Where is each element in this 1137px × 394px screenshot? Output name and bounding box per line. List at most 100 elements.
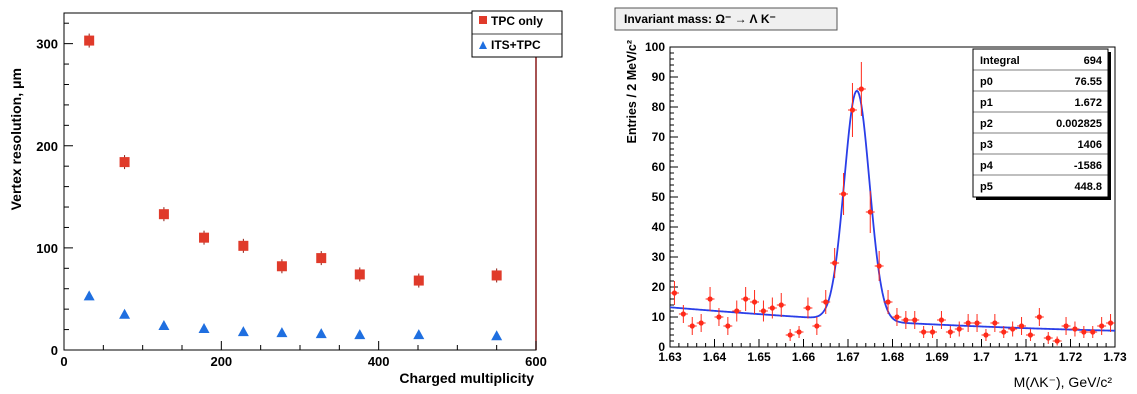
left-x-tick-label: 400	[368, 354, 390, 369]
tpc-only-point	[491, 270, 502, 281]
mass-data-point	[671, 290, 678, 296]
left-x-tick-label: 600	[525, 354, 547, 369]
mass-data-point	[903, 317, 909, 323]
mass-data-point	[760, 308, 767, 314]
mass-data-point	[929, 329, 936, 335]
mass-data-point	[912, 317, 918, 323]
left-x-tick-label: 200	[210, 354, 232, 369]
legend-marker-its-tpc	[479, 41, 487, 49]
mass-data-point	[680, 311, 686, 317]
left-x-axis-label: Charged multiplicity	[399, 370, 534, 386]
right-x-tick-label: 1.73	[1103, 350, 1127, 364]
right-y-tick-label: 0	[658, 340, 665, 354]
mass-data-point	[1018, 323, 1025, 329]
stats-value: 1406	[1078, 139, 1102, 151]
stats-label: p4	[980, 160, 994, 172]
right-x-tick-label: 1.67	[836, 350, 860, 364]
mass-data-point	[974, 320, 980, 326]
mass-data-point	[1045, 335, 1051, 341]
mass-data-point	[1063, 323, 1069, 329]
right-x-tick-label: 1.63	[658, 350, 682, 364]
mass-data-point	[805, 305, 811, 311]
mass-data-point	[1054, 338, 1060, 344]
mass-data-point	[858, 86, 864, 92]
stats-value: 694	[1084, 55, 1103, 67]
right-y-tick-label: 50	[652, 190, 666, 204]
right-y-tick-label: 60	[652, 160, 666, 174]
right-x-tick-label: 1.72	[1059, 350, 1083, 364]
its-tpc-point	[276, 327, 288, 338]
left-y-tick-label: 200	[36, 139, 58, 154]
mass-data-point	[787, 332, 793, 338]
stats-label: p1	[980, 97, 993, 109]
its-tpc-point	[315, 328, 327, 339]
mass-data-point	[894, 314, 900, 320]
tpc-only-point	[413, 275, 424, 286]
mass-data-point	[716, 314, 722, 320]
mass-data-point	[832, 260, 838, 266]
mass-data-point	[734, 308, 740, 314]
right-x-tick-label: 1.71	[1014, 350, 1038, 364]
mass-data-point	[769, 305, 775, 311]
its-tpc-point	[413, 329, 425, 340]
left-x-tick-label: 0	[60, 354, 67, 369]
right-x-tick-label: 1.7	[973, 350, 990, 364]
right-y-axis-label: Entries / 2 MeV/c²	[625, 40, 639, 144]
mass-data-point	[885, 299, 891, 305]
right-x-tick-label: 1.66	[792, 350, 816, 364]
stats-value: 448.8	[1074, 181, 1102, 193]
its-tpc-point	[354, 329, 366, 340]
its-tpc-point	[491, 330, 503, 341]
left-y-tick-label: 100	[36, 241, 58, 256]
right-x-tick-label: 1.64	[703, 350, 727, 364]
mass-data-point	[743, 296, 749, 302]
its-tpc-point	[158, 319, 170, 330]
mass-data-point	[1027, 332, 1034, 338]
mass-data-point	[983, 332, 989, 338]
mass-data-point	[965, 320, 971, 326]
right-x-tick-label: 1.69	[925, 350, 949, 364]
left-y-tick-label: 0	[51, 343, 58, 358]
mass-data-point	[1099, 323, 1105, 329]
mass-data-point	[938, 317, 945, 323]
left-legend: TPC only ITS+TPC	[471, 10, 563, 58]
mass-data-point	[876, 263, 882, 269]
stats-value: -1586	[1074, 160, 1102, 172]
its-tpc-point	[237, 326, 249, 337]
mass-data-point	[689, 323, 695, 329]
gaussian-fit-curve	[669, 89, 1116, 332]
tpc-only-point	[238, 240, 249, 251]
mass-data-point	[1001, 329, 1007, 335]
mass-data-point	[725, 323, 731, 329]
right-x-ticks: 1.63 1.64 1.65 1.66 1.67 1.68 1.69 1.7 1.71 1.72 1…	[658, 339, 1127, 364]
mass-data-point	[840, 191, 847, 197]
fit-stats-box: Integral 694 p0 76.55 p1 1.672 p2 0.002825 p3 140…	[972, 48, 1111, 200]
right-y-ticks: 0 10 20 30 40 50 60 70 80 90 100	[645, 40, 678, 354]
mass-data-point	[1010, 326, 1016, 332]
right-title-box	[614, 7, 838, 31]
stats-label: p0	[980, 76, 993, 88]
tpc-only-point	[354, 269, 365, 280]
vertex-resolution-chart: 0 200 400 600 0 100 200 300 Charged multiplici…	[8, 10, 563, 386]
mass-data-point	[1072, 326, 1078, 332]
mass-data-point	[867, 209, 873, 215]
right-y-tick-label: 70	[652, 130, 666, 144]
invariant-mass-chart: Invariant mass: Ω⁻ → Λ K⁻ 1.63 1.64 1.65 1.…	[614, 7, 1127, 390]
its-tpc-point	[119, 308, 131, 319]
mass-data-point	[1090, 329, 1096, 335]
left-y-tick-label: 300	[36, 37, 58, 52]
stats-label: p3	[980, 139, 993, 151]
stats-value: 1.672	[1074, 97, 1102, 109]
left-data-points	[83, 33, 503, 341]
mass-data-point	[956, 326, 962, 332]
right-x-tick-label: 1.65	[747, 350, 771, 364]
mass-data-point	[992, 320, 998, 326]
right-y-tick-label: 30	[652, 250, 666, 264]
stats-value: 76.55	[1074, 76, 1102, 88]
legend-label-tpc-only: TPC only	[491, 14, 543, 28]
right-y-tick-label: 100	[645, 40, 665, 54]
tpc-only-point	[158, 209, 169, 220]
mass-data-point	[796, 329, 802, 335]
right-x-axis-label: M(ΛK⁻), GeV/c²	[1014, 374, 1113, 390]
